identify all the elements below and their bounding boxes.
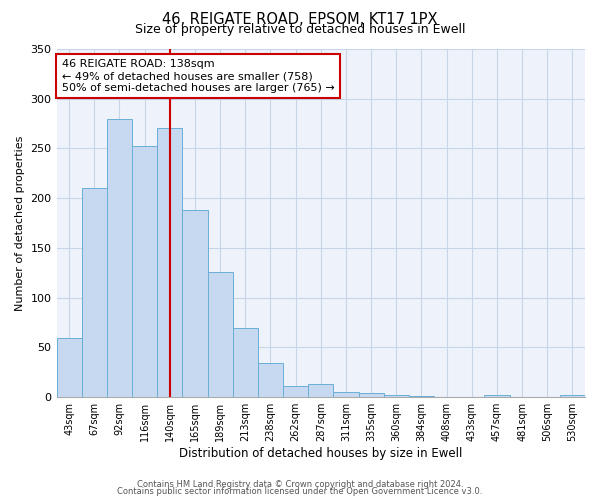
Text: Contains public sector information licensed under the Open Government Licence v3: Contains public sector information licen… [118,487,482,496]
Bar [107,118,132,397]
Bar [56,338,82,397]
Bar [208,272,233,397]
Text: Size of property relative to detached houses in Ewell: Size of property relative to detached ho… [135,23,465,36]
Bar [334,392,359,397]
Y-axis label: Number of detached properties: Number of detached properties [15,136,25,311]
Bar [233,328,258,397]
Bar [359,393,383,397]
Bar [383,395,409,397]
Bar [132,146,157,397]
Bar [484,395,509,397]
X-axis label: Distribution of detached houses by size in Ewell: Distribution of detached houses by size … [179,447,463,460]
Bar [308,384,334,397]
Bar [560,395,585,397]
Bar [283,386,308,397]
Bar [409,396,434,397]
Bar [258,364,283,397]
Bar [157,128,182,397]
Bar [82,188,107,397]
Text: 46 REIGATE ROAD: 138sqm
← 49% of detached houses are smaller (758)
50% of semi-d: 46 REIGATE ROAD: 138sqm ← 49% of detache… [62,60,335,92]
Text: 46, REIGATE ROAD, EPSOM, KT17 1PX: 46, REIGATE ROAD, EPSOM, KT17 1PX [162,12,438,28]
Bar [182,210,208,397]
Text: Contains HM Land Registry data © Crown copyright and database right 2024.: Contains HM Land Registry data © Crown c… [137,480,463,489]
